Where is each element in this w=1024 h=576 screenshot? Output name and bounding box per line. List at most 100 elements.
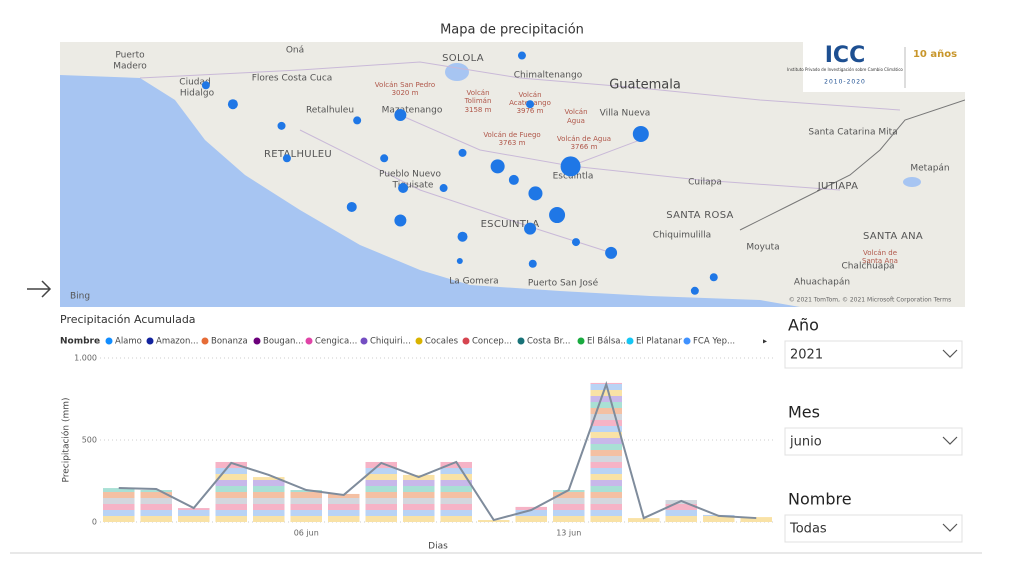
map-label: Bing: [70, 292, 90, 302]
legend-swatch: [517, 337, 525, 345]
bar[interactable]: [365, 461, 398, 522]
map-label: Volcán de Fuego: [483, 131, 540, 139]
bar[interactable]: [703, 514, 735, 522]
map-label: Puerto San José: [528, 278, 599, 289]
legend-swatch: [360, 337, 368, 345]
map-bubble[interactable]: [632, 125, 649, 142]
map-bubble[interactable]: [458, 148, 467, 157]
map-label: Volcán de Agua: [557, 135, 611, 143]
map-bubble[interactable]: [517, 51, 526, 60]
border-line: [739, 99, 965, 231]
map-bubble[interactable]: [571, 238, 580, 247]
map-label: © 2021 TomTom, © 2021 Microsoft Corporat…: [789, 297, 952, 304]
map-label: La Gomera: [449, 277, 498, 287]
bar[interactable]: [740, 517, 773, 522]
map-bubble[interactable]: [398, 183, 409, 194]
legend-swatch: [253, 337, 261, 345]
map-label: Volcán: [564, 108, 587, 116]
dropdown-value: 2021: [790, 348, 823, 363]
map-bubble[interactable]: [526, 100, 535, 109]
dropdown-chevron[interactable]: [942, 349, 958, 358]
legend-swatch: [462, 337, 470, 345]
map-label: Chimaltenango: [514, 71, 583, 81]
map-bubble[interactable]: [346, 201, 357, 212]
dropdown-chevron[interactable]: [942, 436, 958, 445]
map-label: Agua: [567, 117, 585, 125]
bar[interactable]: [515, 506, 548, 522]
map-bubble[interactable]: [282, 154, 291, 163]
map-bubble[interactable]: [227, 99, 238, 110]
map-bubble[interactable]: [605, 246, 618, 259]
bar[interactable]: [403, 474, 435, 522]
legend-label: Cengica...: [315, 337, 357, 347]
dropdown[interactable]: [784, 427, 963, 456]
map-lake: [903, 177, 921, 187]
map-bubble[interactable]: [528, 186, 543, 201]
map-bubble[interactable]: [394, 109, 407, 121]
map-label: JUTIAPA: [817, 181, 859, 192]
map-bubble[interactable]: [277, 121, 286, 130]
legend-label: El Bálsa...: [587, 337, 629, 347]
bar[interactable]: [665, 500, 698, 522]
legend-swatch: [146, 337, 154, 345]
map-bubble[interactable]: [549, 207, 566, 224]
legend-label: Cocales: [425, 337, 459, 347]
bar[interactable]: [178, 508, 210, 522]
map-label: Metapán: [910, 164, 949, 174]
map-bubble[interactable]: [490, 159, 505, 174]
map-bubble[interactable]: [394, 214, 407, 227]
map-bubble[interactable]: [380, 154, 389, 163]
map-bubble[interactable]: [528, 259, 537, 268]
map-label: 3976 m: [517, 107, 544, 115]
bar[interactable]: [215, 461, 248, 522]
map-bubble[interactable]: [439, 184, 448, 193]
legend-label: Chiquiri...: [370, 337, 411, 347]
map-bubble[interactable]: [456, 258, 463, 265]
legend-swatch: [626, 337, 634, 345]
dropdown[interactable]: [784, 340, 963, 369]
map-bubble[interactable]: [690, 286, 699, 295]
map-bubble[interactable]: [560, 156, 581, 177]
map-bubble[interactable]: [353, 116, 362, 125]
map-label: Pueblo Nuevo: [379, 170, 441, 180]
map-bubble[interactable]: [508, 174, 519, 185]
bar[interactable]: [590, 382, 623, 522]
legend-swatch: [577, 337, 585, 345]
map-bubble[interactable]: [524, 222, 537, 235]
bar[interactable]: [290, 490, 323, 522]
y-tick-label: 500: [82, 436, 97, 445]
legend-next[interactable]: ▸: [763, 337, 767, 346]
map-bubble[interactable]: [457, 231, 468, 242]
map-label: SANTA ROSA: [666, 210, 733, 221]
legend-swatch: [105, 337, 113, 345]
logo-box: [803, 42, 965, 92]
map-label: Santa Catarina Mita: [808, 128, 897, 138]
map-bubble[interactable]: [709, 273, 718, 282]
legend-swatch: [305, 337, 313, 345]
legend-swatch: [201, 337, 209, 345]
bar[interactable]: [628, 518, 660, 522]
bar[interactable]: [253, 477, 285, 522]
dropdown-value: Todas: [789, 522, 827, 537]
map-label: SANTA ANA: [863, 231, 923, 242]
map-label: SOLOLA: [442, 53, 484, 64]
map-label: Chalchuapa: [841, 262, 894, 272]
focus-arrow[interactable]: [27, 280, 52, 298]
logo-name: ICC: [825, 43, 865, 68]
bar[interactable]: [328, 493, 360, 522]
legend-label: Alamo: [115, 337, 142, 347]
map-title: Mapa de precipitación: [440, 23, 584, 38]
filter-label: Mes: [788, 403, 820, 422]
map-label: Tiquisate: [392, 181, 434, 191]
map-label: Oná: [286, 46, 304, 56]
dropdown-chevron[interactable]: [942, 523, 958, 532]
y-axis-title: Precipitación (mm): [61, 397, 72, 482]
dropdown[interactable]: [784, 514, 963, 543]
map-bubble[interactable]: [201, 81, 210, 90]
map-label: Ciudad: [179, 78, 210, 88]
map-label: RETALHULEU: [264, 149, 332, 160]
map-label: 3763 m: [499, 139, 526, 147]
bar[interactable]: [103, 488, 135, 522]
bar[interactable]: [440, 461, 473, 522]
